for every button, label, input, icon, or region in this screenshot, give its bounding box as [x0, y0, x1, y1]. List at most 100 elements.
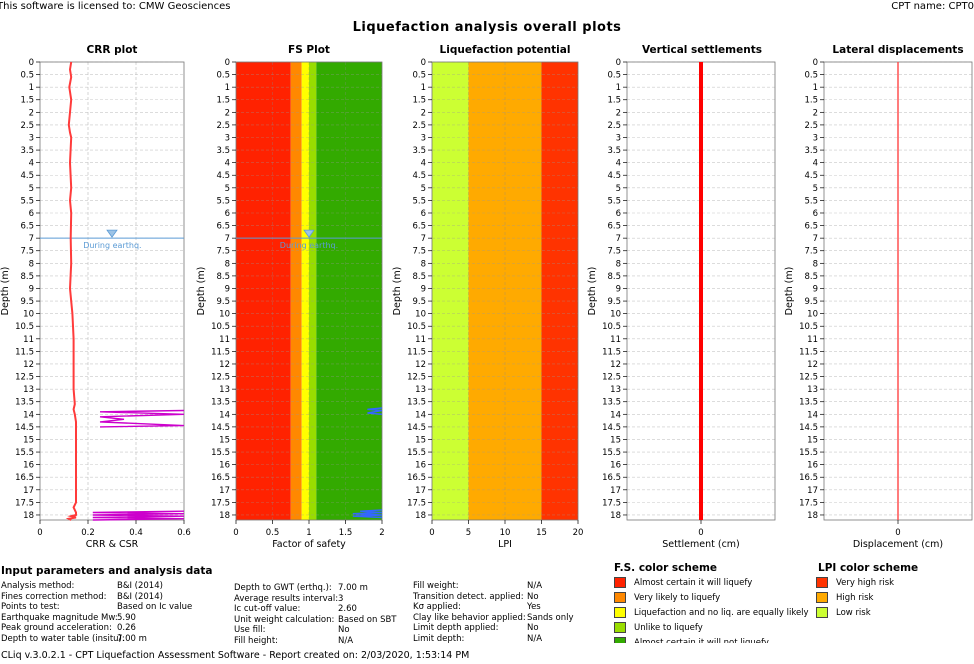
color-band	[468, 62, 542, 520]
series-line	[367, 407, 383, 415]
x-tick-label: 10	[500, 528, 511, 538]
y-tick-label: 4.5	[607, 171, 621, 181]
y-tick-label: 2.5	[607, 121, 621, 131]
y-tick-label: 7.5	[20, 247, 34, 257]
y-tick-label: 15	[807, 435, 818, 445]
param-label: Kσ applied:	[413, 602, 461, 613]
x-tick-label: 0	[429, 528, 434, 538]
chart-panel: FS Plot00.511.522.533.544.555.566.577.58…	[196, 44, 385, 550]
y-tick-label: 15	[415, 435, 426, 445]
fs-scheme-title: F.S. color scheme	[614, 562, 718, 574]
param-label: Transition detect. applied:	[413, 591, 524, 602]
y-tick-label: 2.5	[20, 121, 34, 131]
legend-swatch	[614, 607, 626, 618]
x-tick-label: 0.5	[266, 528, 280, 538]
y-tick-label: 2	[29, 108, 34, 118]
y-tick-label: 18	[807, 511, 818, 521]
y-tick-label: 4	[813, 159, 818, 169]
fs-legend: Almost certain it will liquefy Very likel…	[614, 577, 814, 643]
y-tick-label: 17	[23, 486, 34, 496]
y-tick-label: 10	[610, 310, 621, 320]
y-tick-label: 12.5	[15, 373, 34, 383]
y-tick-label: 12	[23, 360, 34, 370]
y-tick-label: 16.5	[799, 473, 818, 483]
y-tick-label: 5	[29, 184, 34, 194]
water-table-marker	[106, 229, 118, 238]
legend-swatch	[614, 637, 626, 643]
legend-label: Almost certain it will liquefy	[634, 577, 753, 588]
y-tick-label: 15.5	[602, 448, 621, 458]
series-line	[99, 409, 185, 428]
y-tick-label: 9.5	[804, 297, 818, 307]
chart-panel: Vertical settlements00.511.522.533.544.5…	[587, 44, 776, 550]
param-value: N/A	[527, 633, 543, 644]
x-tick-label: 15	[536, 528, 547, 538]
y-tick-label: 16.5	[15, 473, 34, 483]
params-col2-values: 7.00 m 3 2.60 Based on SBT No N/A	[338, 583, 397, 647]
color-band	[236, 62, 291, 520]
x-tick-label: 2	[379, 528, 384, 538]
y-tick-label: 5	[813, 184, 818, 194]
x-axis-label: Displacement (cm)	[853, 539, 943, 550]
param-label: Limit depth:	[413, 633, 465, 644]
y-tick-label: 12.5	[407, 373, 426, 383]
param-value: 2.60	[338, 604, 357, 615]
y-tick-label: 6	[421, 209, 426, 219]
y-tick-label: 0	[813, 58, 818, 68]
y-tick-label: 13	[807, 385, 818, 395]
legend-item: Very high risk	[816, 577, 894, 588]
y-tick-label: 18	[219, 511, 230, 521]
y-tick-label: 16.5	[602, 473, 621, 483]
legend-item: Unlike to liquefy	[614, 622, 703, 633]
y-tick-label: 9.5	[20, 297, 34, 307]
y-tick-label: 15.5	[211, 448, 230, 458]
y-tick-label: 10	[219, 310, 230, 320]
water-table-label: During earthq.	[280, 241, 338, 250]
y-tick-label: 11.5	[15, 347, 34, 357]
x-axis-label: Settlement (cm)	[662, 539, 740, 550]
y-tick-label: 9	[225, 284, 230, 294]
y-tick-label: 9.5	[216, 297, 230, 307]
y-tick-label: 15.5	[799, 448, 818, 458]
x-tick-label: 1	[306, 528, 311, 538]
y-tick-label: 0.5	[216, 71, 230, 81]
legend-item: Low risk	[816, 607, 871, 618]
y-tick-label: 6.5	[804, 222, 818, 232]
param-label: Peak ground acceleration:	[1, 623, 112, 634]
y-tick-label: 0	[29, 58, 34, 68]
y-tick-label: 0	[421, 58, 426, 68]
y-axis-label: Depth (m)	[196, 267, 207, 316]
x-tick-label: 0.2	[81, 528, 95, 538]
y-tick-label: 1	[225, 83, 230, 93]
y-tick-label: 17	[610, 486, 621, 496]
y-tick-label: 4.5	[804, 171, 818, 181]
y-tick-label: 16.5	[211, 473, 230, 483]
color-band	[541, 62, 578, 520]
y-tick-label: 3.5	[20, 146, 34, 156]
y-tick-label: 12	[219, 360, 230, 370]
x-axis-label: CRR & CSR	[86, 539, 139, 550]
y-tick-label: 2	[421, 108, 426, 118]
y-tick-label: 2	[225, 108, 230, 118]
y-tick-label: 8	[813, 259, 818, 269]
y-tick-label: 5	[616, 184, 621, 194]
param-label: Use fill:	[234, 625, 266, 636]
chart-panel: Liquefaction potential00.511.522.533.544…	[392, 44, 583, 550]
y-tick-label: 11.5	[407, 347, 426, 357]
color-band	[309, 62, 317, 520]
y-tick-label: 1.5	[412, 96, 426, 106]
y-tick-label: 5	[421, 184, 426, 194]
params-col2-labels: Depth to GWT (erthq.): Average results i…	[234, 583, 338, 647]
chart-title: Vertical settlements	[642, 44, 762, 56]
y-axis-label: Depth (m)	[587, 267, 598, 316]
y-tick-label: 8	[616, 259, 621, 269]
x-tick-label: 0.6	[177, 528, 191, 538]
param-label: Fill weight:	[413, 581, 459, 591]
y-tick-label: 8	[421, 259, 426, 269]
y-tick-label: 18	[415, 511, 426, 521]
color-band	[290, 62, 302, 520]
y-tick-label: 15.5	[407, 448, 426, 458]
y-tick-label: 9	[421, 284, 426, 294]
y-tick-label: 13.5	[211, 398, 230, 408]
y-tick-label: 0	[616, 58, 621, 68]
